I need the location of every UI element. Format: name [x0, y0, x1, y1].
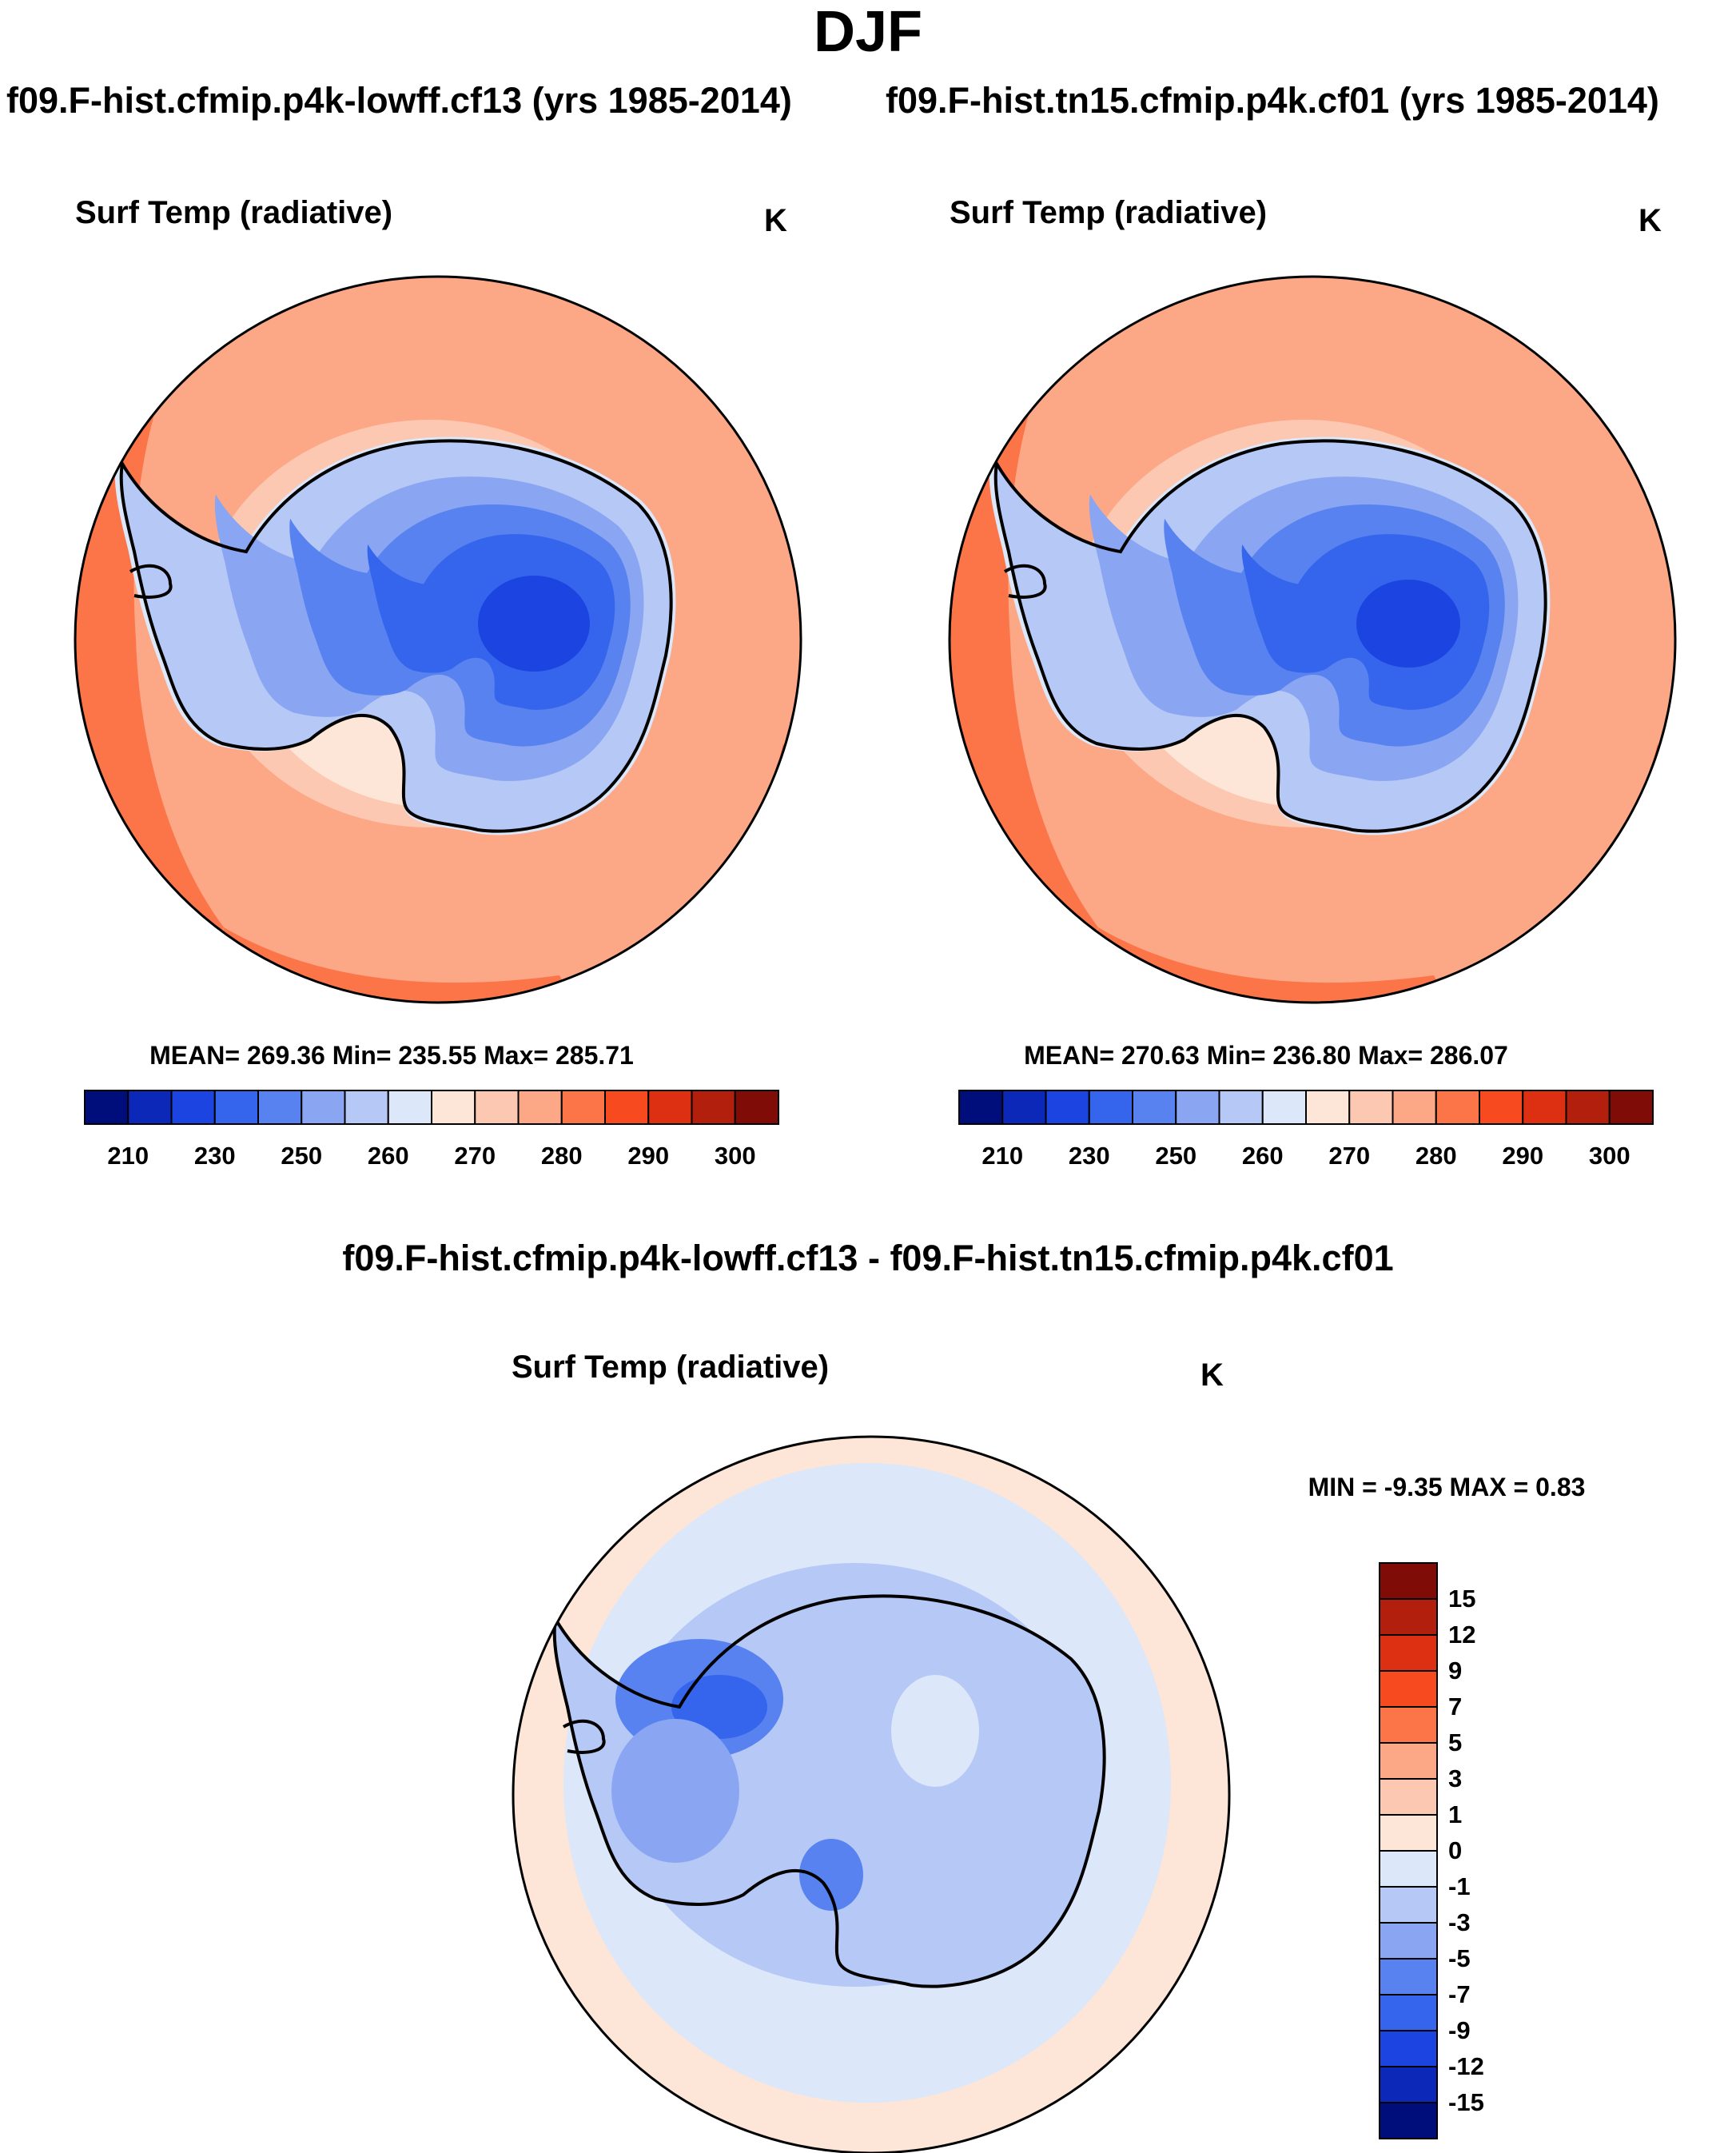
colorbar-diff-tick-label: -7 [1448, 1980, 1471, 2008]
colorbar-left-tick-label: 260 [367, 1142, 409, 1170]
right-stats: MEAN= 270.63 Min= 236.80 Max= 286.07 [1024, 1041, 1508, 1070]
colorbar-right-swatch [1175, 1090, 1220, 1125]
colorbar-diff-swatch [1379, 1634, 1438, 1672]
colorbar-diff-tick-label: 3 [1448, 1764, 1463, 1792]
colorbar-right-swatch [1522, 1090, 1567, 1125]
colorbar-left-swatch [127, 1090, 173, 1125]
colorbar-diff-swatch [1379, 2030, 1438, 2067]
colorbar-left-tick-label: 300 [714, 1142, 756, 1170]
colorbar-right-swatch [1261, 1090, 1307, 1125]
colorbar-diff-swatch [1379, 1598, 1438, 1636]
colorbar-left-swatch [170, 1090, 216, 1125]
colorbar-diff-tick-label: 12 [1448, 1621, 1476, 1649]
colorbar-left-swatch [560, 1090, 606, 1125]
colorbar-right-swatch [1001, 1090, 1047, 1125]
left-case-title: f09.F-hist.cfmip.p4k-lowff.cf13 (yrs 198… [6, 80, 792, 121]
colorbar-right-swatch [1132, 1090, 1177, 1125]
colorbar-left-tick-label: 210 [107, 1142, 149, 1170]
colorbar-left-swatch [301, 1090, 346, 1125]
diff-map [512, 1435, 1231, 2153]
colorbar-diff-swatch [1379, 1994, 1438, 2031]
colorbar-left-swatch [84, 1090, 129, 1125]
colorbar-left-tick-label: 250 [281, 1142, 323, 1170]
colorbar-left-swatch [213, 1090, 259, 1125]
colorbar-left-swatch [691, 1090, 736, 1125]
colorbar-diff-swatch [1379, 2066, 1438, 2103]
colorbar-right-tick-label: 280 [1415, 1142, 1457, 1170]
colorbar-right-swatch [1348, 1090, 1394, 1125]
colorbar-right-swatch [1435, 1090, 1480, 1125]
colorbar-left-swatch [257, 1090, 303, 1125]
colorbar-left-swatch [647, 1090, 693, 1125]
colorbar-diff-tick-label: 7 [1448, 1692, 1463, 1720]
colorbar-right [958, 1090, 1654, 1125]
colorbar-diff-swatch [1379, 1562, 1438, 1600]
colorbar-diff-swatch [1379, 1850, 1438, 1888]
colorbar-diff-tick-label: 9 [1448, 1657, 1463, 1685]
colorbar-right-tick-label: 250 [1155, 1142, 1197, 1170]
colorbar-left-swatch [517, 1090, 563, 1125]
colorbar-left-swatch [474, 1090, 520, 1125]
colorbar-right-tick-label: 260 [1241, 1142, 1284, 1170]
colorbar-right-tick-label: 290 [1502, 1142, 1544, 1170]
colorbar-diff-swatch [1379, 2102, 1438, 2139]
colorbar-right-tick-label: 270 [1328, 1142, 1371, 1170]
colorbar-diff-swatch [1379, 1670, 1438, 1708]
colorbar-diff-tick-label: -1 [1448, 1872, 1471, 1900]
right-case-title: f09.F-hist.tn15.cfmip.p4k.cf01 (yrs 1985… [886, 80, 1659, 121]
diff-variable-label: Surf Temp (radiative) [512, 1350, 830, 1385]
colorbar-left-swatch [387, 1090, 432, 1125]
colorbar-diff-tick-label: -15 [1448, 2088, 1484, 2116]
colorbar-diff-swatch [1379, 1886, 1438, 1924]
diff-stats: MIN = -9.35 MAX = 0.83 [1308, 1473, 1586, 1501]
colorbar-right-swatch [1088, 1090, 1133, 1125]
diff-units-label: K [1200, 1358, 1224, 1393]
colorbar-right-swatch [1479, 1090, 1524, 1125]
colorbar-left-swatch [604, 1090, 650, 1125]
diff-title: f09.F-hist.cfmip.p4k-lowff.cf13 - f09.F-… [342, 1238, 1394, 1278]
colorbar-diff-tick-label: -9 [1448, 2016, 1471, 2044]
colorbar-diff-swatch [1379, 1742, 1438, 1780]
colorbar-diff-tick-label: -3 [1448, 1908, 1471, 1936]
colorbar-right-swatch [958, 1090, 1004, 1125]
colorbar-diff-swatch [1379, 1922, 1438, 1960]
colorbar-right-swatch [1218, 1090, 1264, 1125]
colorbar-diff-swatch [1379, 1958, 1438, 1996]
colorbar-left-swatch [344, 1090, 389, 1125]
colorbar-diff-swatch [1379, 1814, 1438, 1852]
right-units-label: K [1638, 203, 1662, 238]
colorbar-left [84, 1090, 779, 1125]
colorbar-diff-tick-label: 15 [1448, 1585, 1476, 1613]
left-map [74, 275, 802, 1004]
colorbar-diff [1379, 1562, 1438, 2139]
colorbar-right-swatch [1608, 1090, 1654, 1125]
colorbar-right-tick-label: 210 [981, 1142, 1024, 1170]
colorbar-diff-swatch [1379, 1778, 1438, 1816]
right-map [948, 275, 1677, 1004]
colorbar-diff-tick-label: 1 [1448, 1800, 1463, 1828]
colorbar-right-tick-label: 300 [1588, 1142, 1630, 1170]
left-stats: MEAN= 269.36 Min= 235.55 Max= 285.71 [149, 1041, 634, 1070]
colorbar-diff-tick-label: 0 [1448, 1836, 1463, 1864]
colorbar-left-tick-label: 280 [540, 1142, 583, 1170]
colorbar-left-swatch [734, 1090, 779, 1125]
colorbar-right-swatch [1392, 1090, 1437, 1125]
colorbar-diff-tick-label: 5 [1448, 1728, 1463, 1756]
colorbar-diff-tick-label: -5 [1448, 1944, 1471, 1972]
colorbar-diff-tick-label: -12 [1448, 2052, 1484, 2080]
colorbar-right-swatch [1305, 1090, 1351, 1125]
colorbar-diff-swatch [1379, 1706, 1438, 1744]
colorbar-left-swatch [431, 1090, 476, 1125]
figure-title: DJF [813, 0, 923, 64]
colorbar-left-tick-label: 270 [454, 1142, 496, 1170]
colorbar-right-tick-label: 230 [1068, 1142, 1110, 1170]
colorbar-left-tick-label: 290 [627, 1142, 670, 1170]
colorbar-right-swatch [1045, 1090, 1090, 1125]
left-variable-label: Surf Temp (radiative) [75, 195, 393, 230]
right-variable-label: Surf Temp (radiative) [950, 195, 1268, 230]
colorbar-left-tick-label: 230 [193, 1142, 236, 1170]
left-units-label: K [764, 203, 787, 238]
colorbar-right-swatch [1565, 1090, 1611, 1125]
